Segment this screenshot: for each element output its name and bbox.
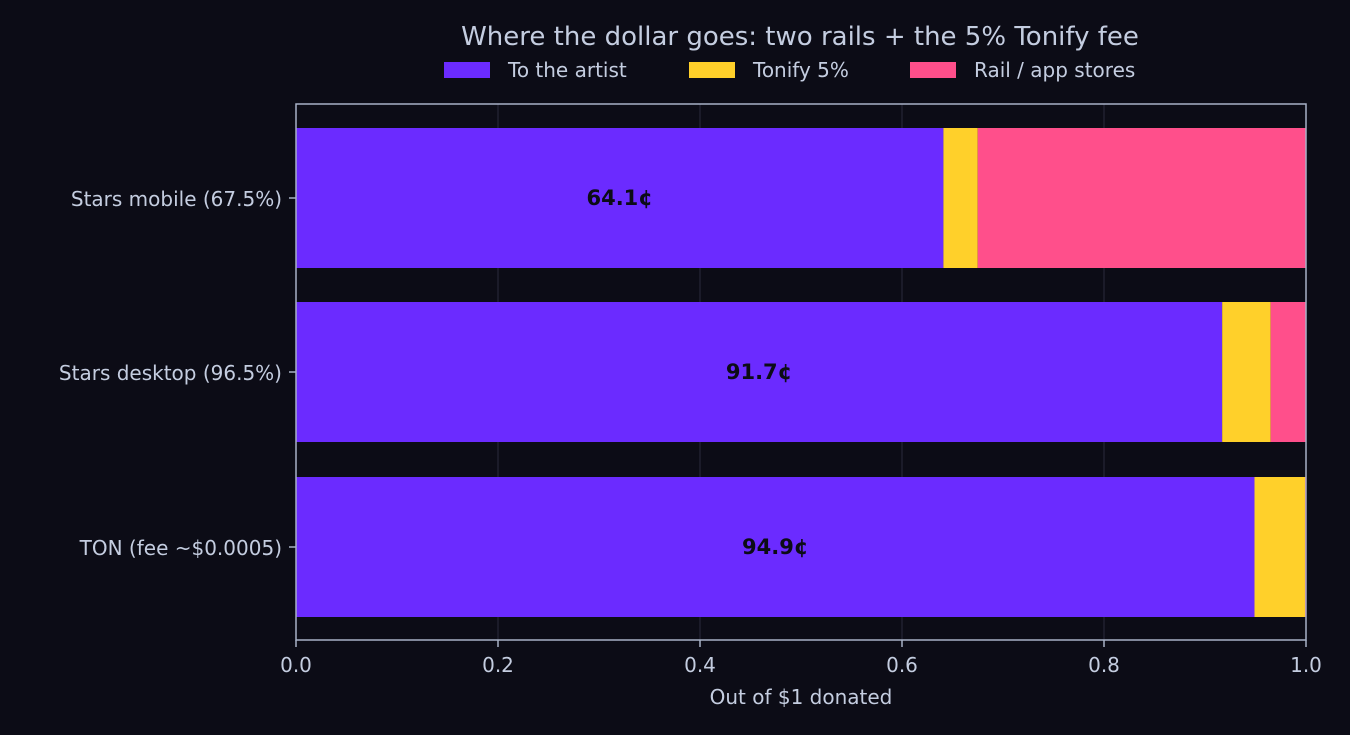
y-tick-label: Stars mobile (67.5%) xyxy=(71,187,282,211)
data-label: 91.7¢ xyxy=(726,360,792,384)
legend-swatch xyxy=(444,62,490,78)
data-label: 64.1¢ xyxy=(586,186,652,210)
bar-segment xyxy=(1222,302,1271,442)
data-label: 94.9¢ xyxy=(742,535,808,559)
bar-segment xyxy=(296,128,944,268)
bar-segment xyxy=(296,302,1223,442)
x-tick-label: 0.8 xyxy=(1088,653,1120,677)
legend-swatch xyxy=(910,62,956,78)
bars xyxy=(296,128,1306,617)
x-tick-label: 0.2 xyxy=(482,653,514,677)
legend: To the artist Tonify 5% Rail / app stores xyxy=(444,58,1135,82)
bar-segment xyxy=(977,128,1306,268)
legend-label: Tonify 5% xyxy=(752,58,849,82)
bar-segment xyxy=(1254,477,1305,617)
y-axis: Stars mobile (67.5%) Stars desktop (96.5%… xyxy=(59,187,296,560)
y-tick-label: Stars desktop (96.5%) xyxy=(59,361,282,385)
x-tick-label: 0.6 xyxy=(886,653,918,677)
x-tick-label: 0.4 xyxy=(684,653,716,677)
x-axis-label: Out of $1 donated xyxy=(710,685,893,709)
legend-label: To the artist xyxy=(507,58,627,82)
x-axis: 0.0 0.2 0.4 0.6 0.8 1.0 xyxy=(280,640,1322,677)
chart-title: Where the dollar goes: two rails + the 5… xyxy=(461,22,1139,52)
data-labels: 64.1¢ 91.7¢ 94.9¢ xyxy=(586,186,808,559)
y-tick-label: TON (fee ~$0.0005) xyxy=(79,536,282,560)
bar-segment xyxy=(943,128,978,268)
bar-segment xyxy=(1270,302,1306,442)
x-tick-label: 1.0 xyxy=(1290,653,1322,677)
legend-label: Rail / app stores xyxy=(974,58,1135,82)
bar-segment xyxy=(296,477,1255,617)
legend-swatch xyxy=(689,62,735,78)
x-tick-label: 0.0 xyxy=(280,653,312,677)
